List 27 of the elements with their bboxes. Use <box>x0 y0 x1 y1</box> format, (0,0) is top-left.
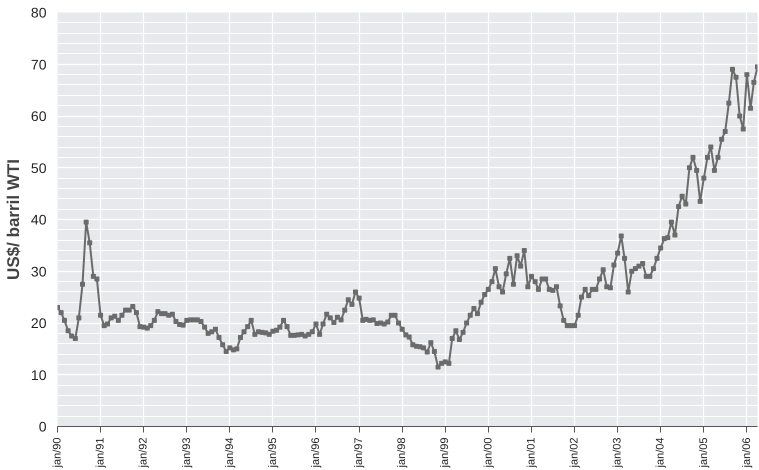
y-axis-title: US$/ barril WTI <box>4 159 23 280</box>
x-tick-label: jan/96 <box>310 437 322 468</box>
x-tick-label: jan/92 <box>138 437 150 468</box>
x-tick-label: jan/94 <box>224 437 236 468</box>
y-tick-label: 0 <box>38 418 47 434</box>
x-tick-label: jan/03 <box>612 437 624 468</box>
y-tick-label: 60 <box>30 108 47 124</box>
y-tick-label: 20 <box>30 315 47 331</box>
y-tick-label: 40 <box>30 212 47 228</box>
y-tick-label: 70 <box>30 56 47 72</box>
x-tick-label: jan/98 <box>396 437 408 468</box>
x-tick-label: jan/91 <box>94 437 107 468</box>
x-tick-label: jan/05 <box>698 437 710 468</box>
y-tick-label: 50 <box>30 160 47 176</box>
x-tick-label: jan/95 <box>266 437 279 468</box>
y-tick-label: 10 <box>30 366 47 383</box>
x-tick-label: jan/00 <box>482 437 494 468</box>
x-tick-label: jan/93 <box>180 437 193 468</box>
x-tick-label: jan/06 <box>740 437 753 468</box>
y-tick-label: 30 <box>30 263 47 280</box>
x-tick-label: jan/04 <box>654 437 667 468</box>
x-tick-label: jan/02 <box>568 437 581 468</box>
x-tick-label: jan/97 <box>353 437 366 468</box>
x-tick-label: jan/01 <box>525 437 538 468</box>
x-tick-label: jan/90 <box>52 437 64 468</box>
y-tick-label: 80 <box>30 4 47 20</box>
x-tick-label: jan/99 <box>439 437 452 468</box>
